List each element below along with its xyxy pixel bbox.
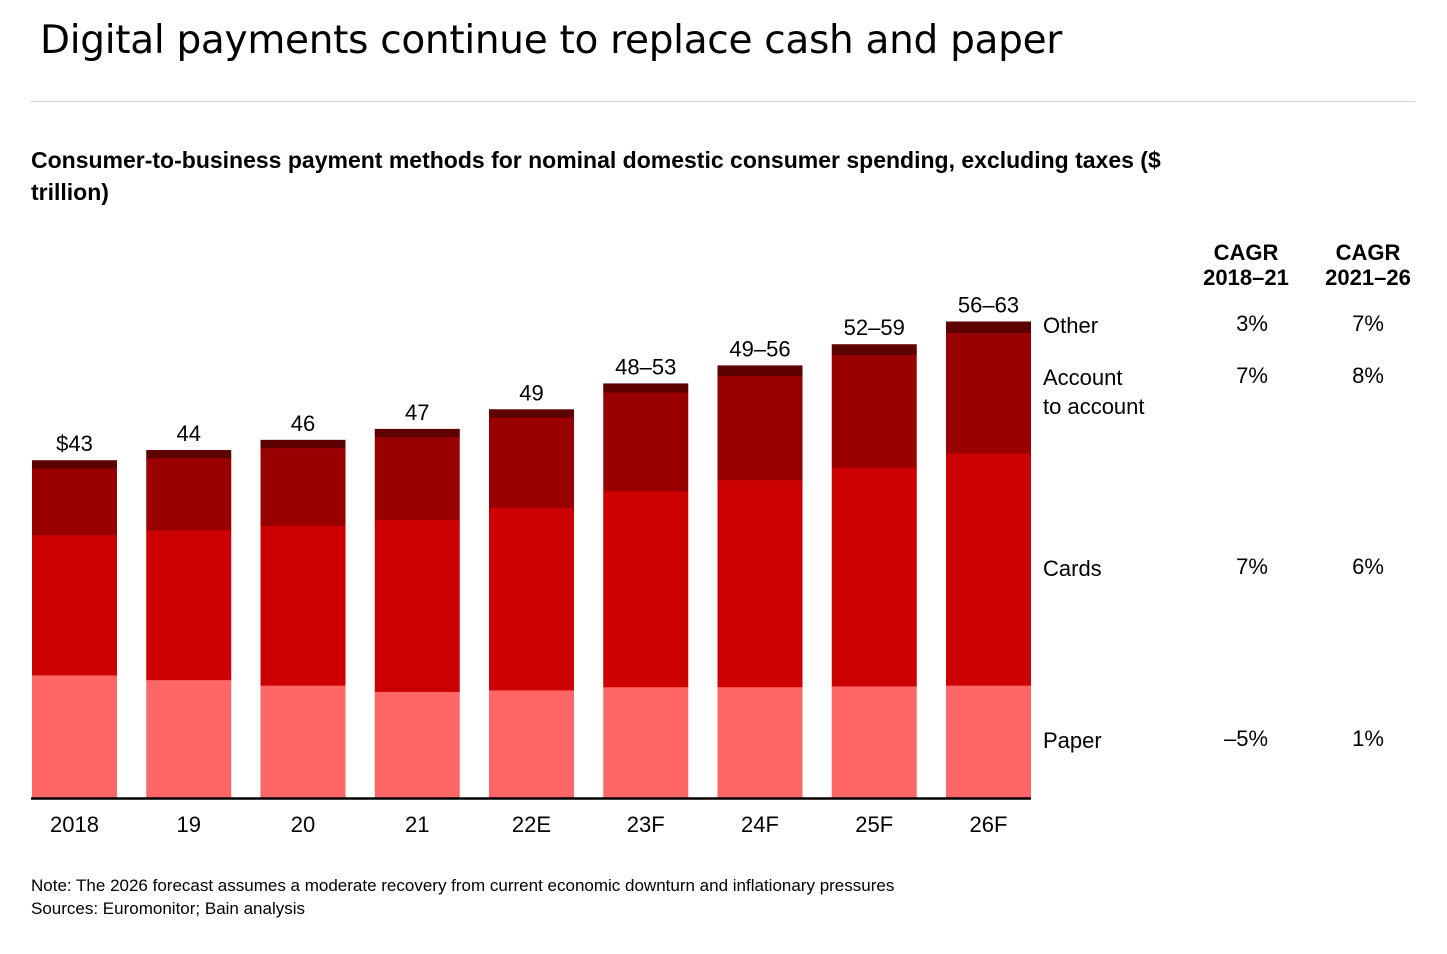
legend-paper: Paper [1043,728,1102,753]
chart-sources: Sources: Euromonitor; Bain analysis [31,899,306,918]
cagr-value: 6% [1352,554,1384,579]
x-tick-label: 22E [512,812,551,837]
x-tick-label: 24F [741,812,779,837]
bar-segment-paper [32,674,117,799]
legend-other: Other [1043,313,1099,338]
cagr-header-line: 2021–26 [1325,265,1411,290]
total-label: 44 [177,421,201,446]
bar-segment-cards [603,490,689,688]
page-title: Digital payments continue to replace cas… [40,18,1063,63]
cagr-header-2018-21: CAGR 2018–21 [1186,240,1306,290]
cagr-header-2021-26: CAGR 2021–26 [1308,240,1428,290]
total-label: 52–59 [844,315,905,340]
x-tick-label: 2018 [50,812,99,837]
bar-segment-account-to-account [260,447,346,526]
bar-segment-account-to-account [831,354,917,468]
bar-segment-cards [489,507,574,691]
bar-segment-account-to-account [603,392,689,492]
bar-segment-cards [32,534,117,676]
cagr-value: 3% [1236,311,1268,336]
bar-segment-other [146,450,232,459]
total-label: 47 [405,400,429,425]
cagr-value: 8% [1352,363,1384,388]
cagr-header-line: CAGR [1335,240,1401,265]
bar-segment-cards [717,479,803,688]
bar-segment-cards [946,453,1031,686]
bar-segment-account-to-account [717,375,803,481]
bar-segment-cards [831,467,917,687]
cagr-value: 7% [1236,363,1268,388]
total-label: 49 [519,380,543,405]
bar-segment-other [831,344,917,355]
chart-note: Note: The 2026 forecast assumes a modera… [31,876,895,895]
bar-segment-account-to-account [146,457,232,531]
legend-account-to-account: Account to account [1043,363,1145,421]
total-label: 48–53 [615,354,676,379]
bar-segment-paper [946,685,1031,799]
legend-cards: Cards [1043,556,1102,581]
bar-segment-cards [260,525,346,686]
total-label: 56–63 [958,292,1019,317]
total-label: 46 [291,411,315,436]
x-tick-label: 23F [627,812,665,837]
bar-segment-account-to-account [374,436,460,521]
x-tick-label: 19 [177,812,201,837]
bar-segment-other [489,409,574,418]
bar-segment-other [374,428,460,438]
bar-segment-paper [260,685,346,799]
x-tick-label: 26F [970,812,1008,837]
bar-segment-other [717,365,803,377]
bar-segment-account-to-account [489,417,574,508]
x-tick-label: 25F [855,812,893,837]
total-label: $43 [56,431,93,456]
bar-segment-paper [146,679,232,799]
cagr-value: 1% [1352,726,1384,751]
cagr-value: 7% [1236,554,1268,579]
legend-line: Account [1043,365,1123,390]
total-label: 49–56 [729,336,790,361]
divider [31,101,1415,102]
bar-segment-paper [603,686,689,799]
cagr-value: –5% [1223,726,1269,751]
bar-segment-other [32,460,117,469]
cagr-value: 7% [1352,311,1384,336]
bar-segment-paper [374,691,460,799]
bar-segment-other [603,383,689,393]
bar-segment-paper [717,686,803,799]
bar-segment-account-to-account [32,468,117,536]
legend-line: to account [1043,394,1145,419]
bar-segment-account-to-account [946,332,1031,454]
bar-segment-paper [489,689,574,799]
cagr-header-line: 2018–21 [1203,265,1289,290]
x-tick-label: 20 [291,812,315,837]
bar-segment-cards [374,519,460,692]
x-tick-label: 21 [405,812,429,837]
bar-segment-other [260,439,346,449]
chart-title: Consumer-to-business payment methods for… [31,147,1161,205]
bar-segment-paper [831,685,917,799]
bar-segment-other [946,321,1031,333]
cagr-header-line: CAGR [1213,240,1279,265]
bar-segment-cards [146,529,232,681]
